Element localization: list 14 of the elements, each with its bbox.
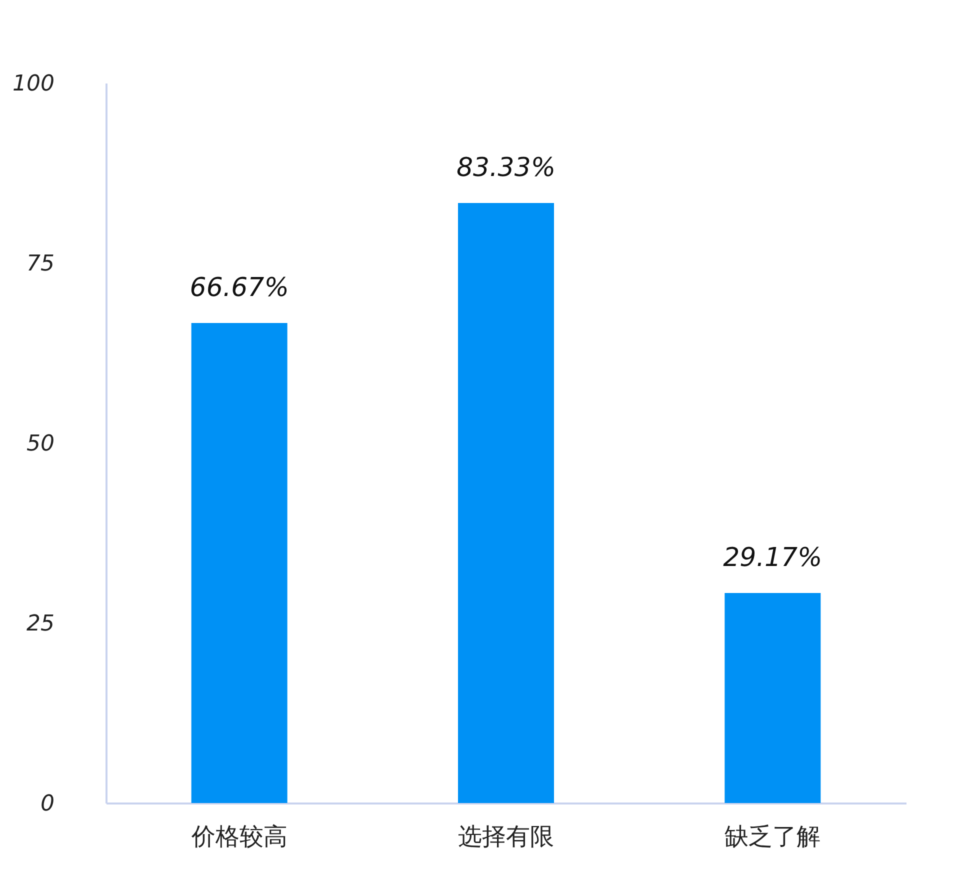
bar — [191, 322, 288, 803]
y-tick-label: 75 — [26, 252, 54, 276]
data-label: 83.33% — [456, 153, 556, 184]
data-label: 66.67% — [190, 272, 289, 303]
x-tick-label: 缺乏了解 — [724, 822, 821, 850]
x-tick-label: 选择有限 — [458, 822, 554, 850]
y-tick-label: 100 — [12, 72, 54, 96]
x-tick-label: 价格较高 — [190, 822, 288, 850]
bar — [458, 203, 554, 803]
bar — [724, 592, 821, 803]
data-label: 29.17% — [723, 542, 822, 573]
y-tick-label: 0 — [40, 792, 54, 816]
y-tick-label: 50 — [26, 432, 54, 456]
y-tick-label: 25 — [26, 612, 54, 636]
